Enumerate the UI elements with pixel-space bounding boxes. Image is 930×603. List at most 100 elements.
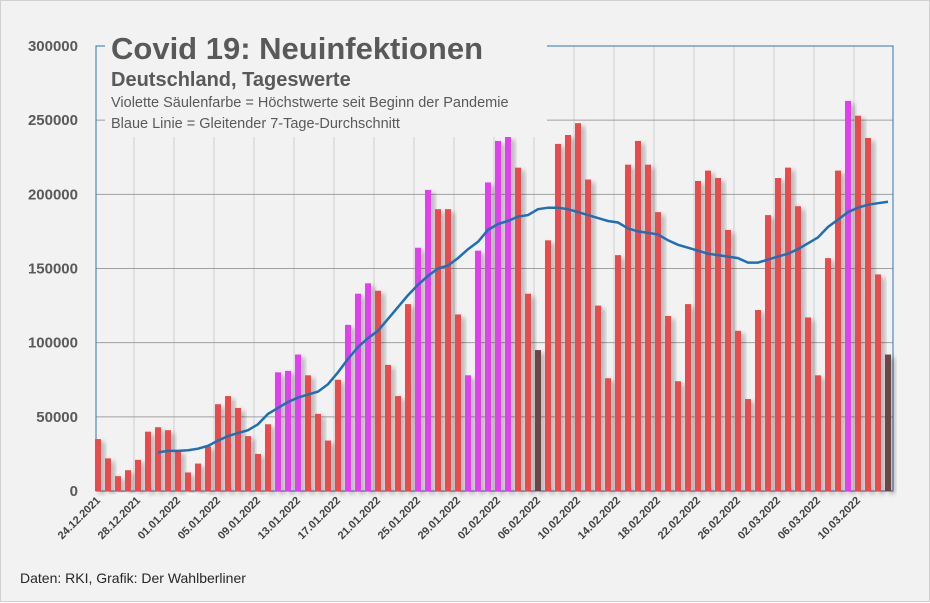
bar xyxy=(825,258,831,491)
bar xyxy=(105,458,111,491)
bar xyxy=(795,206,801,491)
bar xyxy=(785,167,791,491)
bar xyxy=(535,350,541,491)
bar xyxy=(845,100,851,491)
bar xyxy=(205,446,211,491)
y-tick-label: 0 xyxy=(70,483,78,500)
bar xyxy=(575,123,581,491)
bar xyxy=(655,212,661,491)
chart-title: Covid 19: Neuinfektionen xyxy=(111,31,484,66)
y-tick-label: 50000 xyxy=(36,409,78,426)
bar xyxy=(355,293,361,491)
legend-note-blue-line: Blaue Linie = Gleitender 7-Tage-Durchsch… xyxy=(111,116,400,132)
bar xyxy=(475,250,481,491)
bar xyxy=(155,427,161,491)
bar xyxy=(225,396,231,491)
bar xyxy=(255,453,261,491)
bar xyxy=(265,424,271,491)
bar xyxy=(245,436,251,491)
legend-note-violet: Violette Säulenfarbe = Höchstwerte seit … xyxy=(111,95,509,111)
bar xyxy=(185,472,191,491)
y-axis: 0 50000 100000 150000 200000 250000 300000 xyxy=(28,38,78,500)
bar xyxy=(855,115,861,491)
bar xyxy=(515,167,521,491)
bar xyxy=(775,178,781,491)
bar xyxy=(345,324,351,491)
bar xyxy=(415,247,421,491)
bar xyxy=(685,304,691,491)
bar xyxy=(735,330,741,491)
bar xyxy=(625,164,631,491)
x-axis: 24.12.202128.12.202101.01.202205.01.2022… xyxy=(56,495,863,542)
bar xyxy=(665,315,671,491)
bar xyxy=(435,209,441,491)
bar xyxy=(275,372,281,491)
y-tick-label: 150000 xyxy=(28,261,78,278)
y-tick-label: 200000 xyxy=(28,186,78,203)
bar xyxy=(395,396,401,491)
bar xyxy=(485,182,491,491)
bar xyxy=(525,293,531,491)
bar xyxy=(495,140,501,491)
bar xyxy=(385,364,391,491)
bar xyxy=(545,240,551,491)
bar xyxy=(815,375,821,491)
bar xyxy=(125,470,131,491)
bar xyxy=(745,399,751,491)
source-credit: Daten: RKI, Grafik: Der Wahlberliner xyxy=(20,570,246,586)
y-tick-label: 100000 xyxy=(28,335,78,352)
bar xyxy=(405,304,411,491)
bar xyxy=(605,378,611,491)
bar xyxy=(295,354,301,491)
bar xyxy=(375,290,381,491)
y-tick-label: 300000 xyxy=(28,38,78,55)
chart-subtitle: Deutschland, Tageswerte xyxy=(111,69,351,91)
bar xyxy=(365,283,371,491)
bar xyxy=(465,375,471,491)
bar xyxy=(95,439,101,491)
bar xyxy=(135,459,141,491)
bar xyxy=(455,314,461,491)
bar xyxy=(705,170,711,491)
bar xyxy=(285,370,291,491)
bar xyxy=(725,229,731,491)
bars xyxy=(95,100,891,491)
bar xyxy=(645,164,651,491)
bar xyxy=(195,463,201,491)
bar xyxy=(555,143,561,491)
bar xyxy=(865,137,871,491)
bar xyxy=(765,215,771,491)
y-tick-label: 250000 xyxy=(28,112,78,129)
bar xyxy=(675,381,681,491)
bar xyxy=(215,404,221,491)
bar xyxy=(585,179,591,491)
bar xyxy=(595,305,601,491)
bar xyxy=(445,209,451,491)
bar xyxy=(175,450,181,491)
bar xyxy=(305,375,311,491)
bar xyxy=(145,431,151,491)
bar xyxy=(635,140,641,491)
bar xyxy=(565,135,571,491)
moving-average-line xyxy=(157,200,889,454)
bar xyxy=(695,180,701,491)
bar xyxy=(315,413,321,491)
bar xyxy=(505,136,511,491)
bar xyxy=(335,379,341,491)
bar xyxy=(875,274,881,491)
bar xyxy=(325,440,331,491)
bar xyxy=(805,317,811,491)
bar xyxy=(235,407,241,491)
bar xyxy=(115,476,121,491)
bar xyxy=(755,310,761,491)
bar xyxy=(715,178,721,491)
bar xyxy=(615,255,621,491)
bar xyxy=(835,170,841,491)
bar xyxy=(885,354,891,491)
x-tick-label: 10.03.2022 xyxy=(816,495,863,542)
title-box: Covid 19: Neuinfektionen Deutschland, Ta… xyxy=(105,29,547,137)
bar xyxy=(425,189,431,491)
bar xyxy=(165,430,171,491)
